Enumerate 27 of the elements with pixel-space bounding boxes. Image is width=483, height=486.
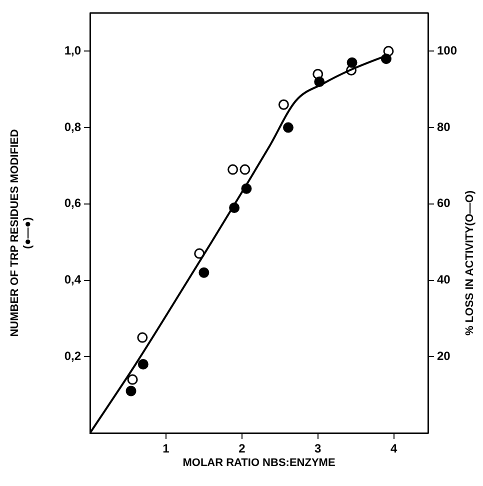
- y-axis-title: NUMBER OF TRP RESIDUES MODIFIED (●—●): [9, 129, 34, 337]
- point: [137, 332, 148, 343]
- point: [198, 267, 210, 278]
- y2-axis-title: % LOSS IN ACTIVITY(O—O): [464, 190, 476, 336]
- x-tick-label: 1: [162, 442, 170, 456]
- y2-tick-label: 40: [437, 272, 451, 287]
- y2-tick-label: 60: [437, 196, 451, 210]
- point: [138, 359, 148, 370]
- point: [278, 99, 289, 110]
- point: [282, 122, 294, 133]
- y-tick-label: 0,4: [64, 272, 82, 287]
- y-tick-label: 0,8: [64, 120, 82, 134]
- point: [127, 374, 138, 385]
- point: [228, 164, 238, 175]
- y-tick-label: 0,2: [64, 348, 82, 363]
- point: [240, 164, 250, 175]
- point: [126, 386, 136, 396]
- x-axis-title: MOLAR RATIO NBS:ENZYME: [182, 457, 336, 470]
- y2-tick-label: 100: [437, 43, 458, 58]
- point: [346, 57, 358, 68]
- x-tick-label: 4: [390, 442, 398, 456]
- y-tick-label: 0,6: [64, 196, 82, 210]
- y-tick-label: 1,0: [64, 43, 82, 58]
- x-tick-label: 3: [314, 442, 322, 456]
- y2-tick-label: 80: [437, 120, 451, 134]
- y2-tick-label: 20: [437, 348, 451, 363]
- x-tick-label: 2: [238, 442, 246, 456]
